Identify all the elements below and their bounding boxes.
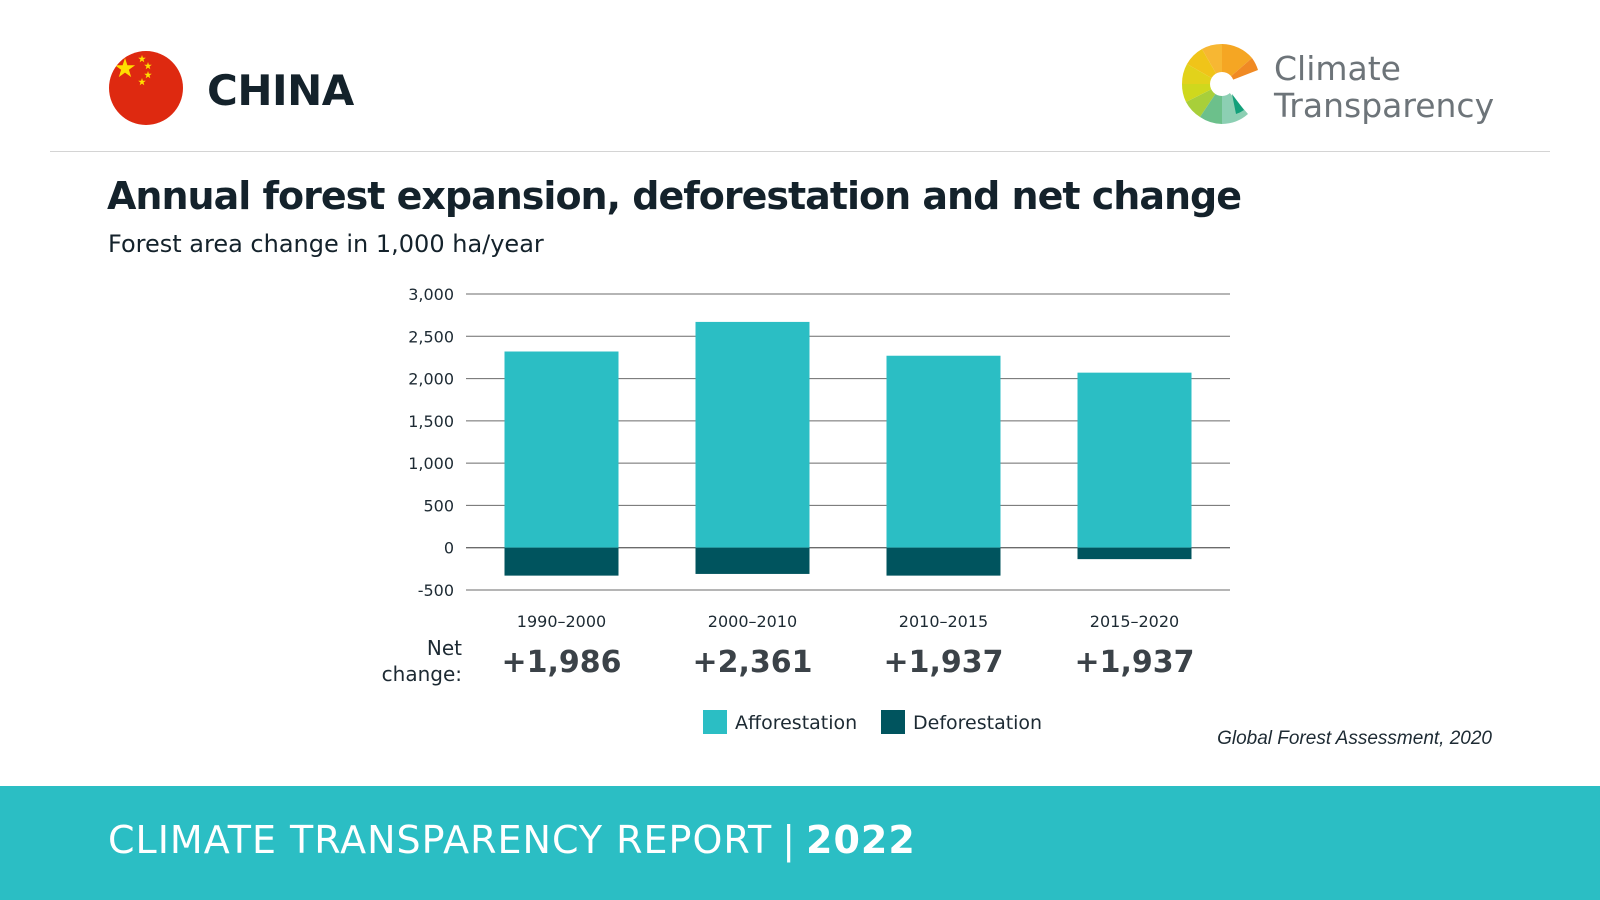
- deforestation-bar: [504, 547, 619, 576]
- net-change-value: +1,937: [883, 645, 1003, 680]
- deforestation-bar: [695, 547, 810, 574]
- net-change-label: change:: [382, 662, 462, 686]
- y-tick-label: 1,500: [408, 412, 454, 431]
- footer-separator: |: [782, 818, 797, 862]
- net-change-value: +1,937: [1074, 645, 1194, 680]
- x-tick-label: 2000–2010: [708, 612, 797, 631]
- y-tick-label: 3,000: [408, 285, 454, 304]
- x-tick-label: 1990–2000: [517, 612, 606, 631]
- legend-label-deforestation: Deforestation: [913, 712, 1042, 734]
- footer-report-label: CLIMATE TRANSPARENCY REPORT: [108, 818, 773, 862]
- x-tick-label: 2010–2015: [899, 612, 988, 631]
- header-divider: [50, 151, 1550, 152]
- net-change-label: Net: [427, 636, 462, 660]
- y-tick-label: 2,000: [408, 370, 454, 389]
- legend-swatch-afforestation: [703, 710, 727, 734]
- logo-line-2: Transparency: [1274, 86, 1495, 125]
- legend-swatch-deforestation: [881, 710, 905, 734]
- source-note: Global Forest Assessment, 2020: [1217, 728, 1492, 749]
- footer-text: CLIMATE TRANSPARENCY REPORT | 2022: [108, 818, 916, 862]
- y-tick-label: -500: [418, 581, 454, 600]
- afforestation-bar: [695, 321, 810, 548]
- chart-subtitle: Forest area change in 1,000 ha/year: [108, 230, 544, 258]
- net-change-value: +1,986: [501, 645, 621, 680]
- afforestation-bar: [1077, 372, 1192, 548]
- y-tick-label: 1,000: [408, 454, 454, 473]
- y-tick-label: 500: [423, 496, 454, 515]
- country-title: CHINA: [207, 66, 354, 115]
- afforestation-bar: [886, 355, 1001, 548]
- y-tick-label: 0: [444, 539, 454, 558]
- y-tick-label: 2,500: [408, 327, 454, 346]
- footer-banner: CLIMATE TRANSPARENCY REPORT | 2022: [0, 786, 1600, 900]
- footer-year: 2022: [806, 818, 916, 862]
- climate-transparency-logo-icon: [1181, 43, 1262, 124]
- afforestation-bar: [504, 351, 619, 548]
- logo-line-1: Climate: [1274, 49, 1401, 88]
- chart-title: Annual forest expansion, deforestation a…: [107, 174, 1242, 218]
- legend-label-afforestation: Afforestation: [735, 712, 857, 734]
- deforestation-bar: [1077, 547, 1192, 560]
- deforestation-bar: [886, 547, 1001, 576]
- china-flag-icon: [109, 51, 183, 125]
- x-tick-label: 2015–2020: [1090, 612, 1179, 631]
- net-change-value: +2,361: [692, 645, 812, 680]
- logo-wordmark: Climate Transparency: [1274, 50, 1494, 124]
